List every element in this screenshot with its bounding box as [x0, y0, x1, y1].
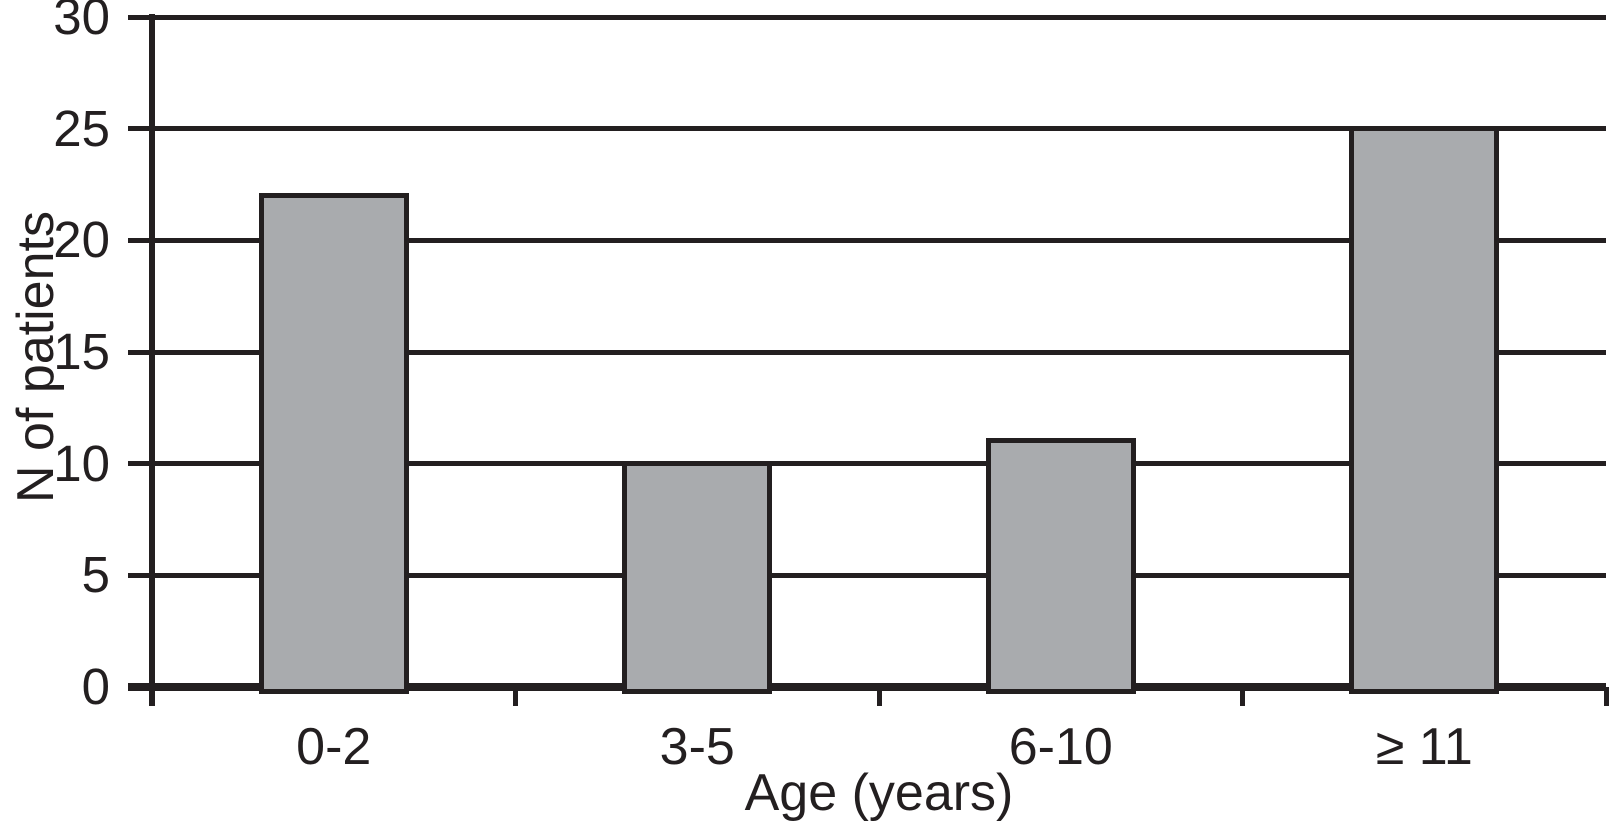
bar	[985, 438, 1136, 694]
gridline	[128, 237, 1606, 243]
x-category-label: 6-10	[1008, 718, 1113, 776]
x-category-label: 3-5	[659, 718, 735, 776]
x-category-label: 0-2	[296, 718, 372, 776]
gridline	[128, 126, 1606, 132]
y-tick-label: 20	[53, 211, 110, 269]
gridline	[128, 349, 1606, 355]
y-tick-label: 25	[53, 99, 110, 157]
x-axis-tick	[1603, 687, 1609, 706]
y-tick-label: 0	[81, 658, 110, 715]
gridline	[128, 461, 1606, 467]
x-category-label: ≥ 11	[1375, 718, 1473, 776]
x-axis-tick	[1240, 687, 1245, 706]
gridline	[128, 14, 1606, 20]
x-axis-tick	[876, 687, 882, 706]
y-tick-label: 5	[81, 546, 110, 604]
bar	[622, 460, 773, 694]
y-tick-label: 10	[53, 434, 110, 492]
x-axis-title: Age (years)	[744, 764, 1014, 822]
y-tick-label: 15	[53, 323, 110, 380]
y-tick-label: 30	[53, 0, 110, 45]
gridline	[128, 572, 1606, 578]
bar	[258, 192, 409, 694]
x-axis-tick	[513, 687, 518, 706]
y-axis-line	[149, 14, 155, 706]
x-axis-line	[128, 683, 1606, 691]
bar	[1349, 125, 1500, 694]
